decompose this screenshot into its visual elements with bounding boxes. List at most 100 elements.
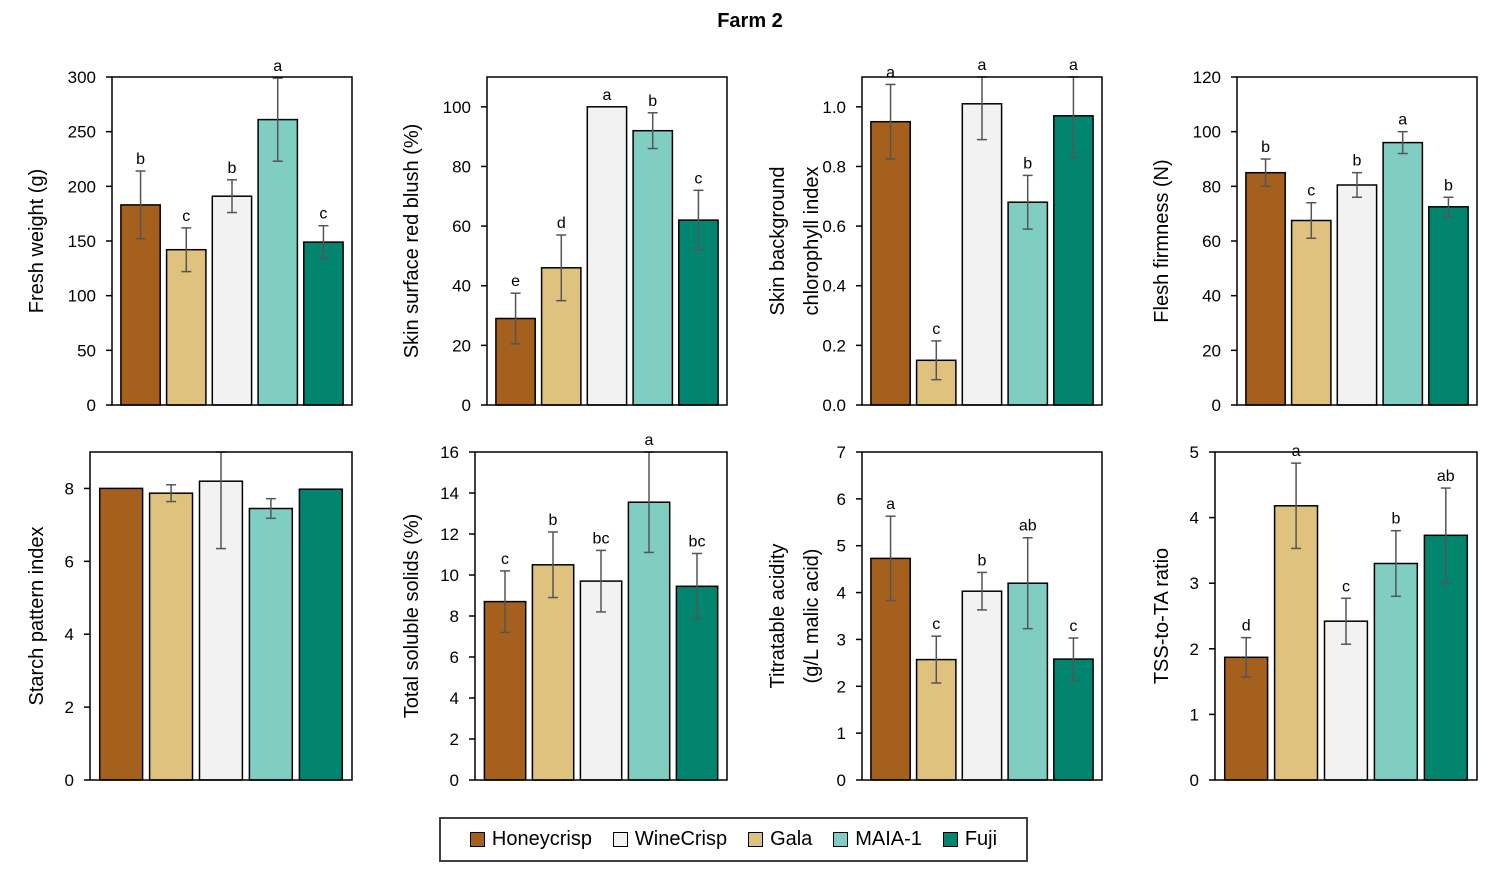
y-tick-label: 100 [1193, 123, 1221, 142]
y-axis-title: TSS-to-TA ratio [1151, 548, 1173, 684]
bar-fuji [303, 241, 344, 406]
figure-title: Farm 2 [717, 10, 783, 32]
legend-item-winecrisp: WineCrisp [612, 828, 727, 851]
error-bar-fuji [318, 224, 329, 260]
error-bar-gala [1291, 462, 1302, 550]
bar-honeycrisp [1223, 656, 1269, 781]
y-tick-label: 4 [837, 584, 846, 603]
significance-letter: c [932, 616, 940, 633]
y-tick-label: 0.4 [822, 277, 846, 296]
y-tick-label: 60 [452, 217, 471, 236]
y-tick-label: 120 [1193, 68, 1221, 87]
legend-swatch [942, 832, 958, 847]
y-tick-label: 6 [65, 552, 74, 571]
y-tick-label: 8 [65, 479, 74, 498]
bar-winecrisp [961, 103, 1003, 406]
bar-maia-1 [257, 118, 299, 406]
significance-letter: c [319, 206, 327, 223]
error-bar-winecrisp [1341, 597, 1351, 645]
y-tick-label: 0.0 [822, 396, 846, 415]
significance-letter: b [136, 151, 145, 168]
significance-letter: b [1353, 153, 1362, 170]
bar-maia-1 [1007, 201, 1049, 406]
error-bar-honeycrisp [510, 292, 521, 345]
significance-letter: c [1069, 618, 1077, 635]
bar-winecrisp [586, 106, 628, 406]
y-tick-label: 14 [440, 484, 459, 503]
legend-label: Honeycrisp [491, 828, 592, 850]
error-bar-maia-1 [647, 112, 658, 150]
significance-letter: ab [1019, 518, 1037, 535]
y-tick-label: 2 [1190, 640, 1199, 659]
significance-letter: a [645, 432, 654, 449]
significance-letter: a [603, 87, 612, 104]
error-bar-honeycrisp [885, 83, 896, 160]
y-axis-title: Fresh weight (g) [26, 169, 48, 314]
significance-letter: b [549, 512, 558, 529]
y-tick-label: 10 [440, 566, 459, 585]
y-tick-label: 0 [1212, 396, 1221, 415]
y-tick-label: 100 [68, 287, 96, 306]
y-tick-label: 40 [1202, 287, 1221, 306]
legend-swatch [469, 832, 485, 847]
y-tick-label: 5 [1190, 443, 1199, 462]
bar-honeycrisp [120, 204, 161, 406]
bar-winecrisp [1323, 620, 1369, 781]
bar-winecrisp [579, 580, 623, 781]
y-axis-title: chlorophyll index [801, 167, 823, 316]
chart-panel-3: a c a b a 0.0 0.2 0.4 0.6 0.8 1.0 Skin background ch… [767, 57, 1103, 415]
significance-letter: c [501, 551, 509, 568]
bar-winecrisp [1336, 184, 1378, 406]
y-tick-label: 0 [87, 396, 96, 415]
legend-item-gala: Gala [748, 828, 812, 851]
error-bar-honeycrisp [135, 170, 146, 240]
error-bar-honeycrisp [1241, 636, 1252, 678]
plot-frame [486, 76, 728, 406]
legend-label: Fuji [964, 828, 998, 850]
significance-letter: d [557, 215, 566, 232]
y-axis-title: Total soluble solids (%) [401, 514, 423, 719]
bar-gala [165, 248, 207, 406]
legend-item-honeycrisp: Honeycrisp [469, 828, 592, 851]
legend-label: MAIA-1 [855, 828, 922, 850]
bar-winecrisp [961, 590, 1003, 781]
bar-honeycrisp [870, 120, 911, 406]
error-bar-gala [181, 227, 192, 273]
y-axis-title: Titratable acidity [767, 544, 789, 689]
bar-fuji [1428, 206, 1469, 406]
error-bar-winecrisp [977, 571, 987, 611]
bar-gala [1290, 219, 1332, 406]
y-tick-label: 7 [837, 443, 846, 462]
error-bar-gala [931, 635, 942, 684]
significance-letter: c [932, 321, 940, 338]
chart-panel-6: c b bc a bc 0 2 4 6 8 10 12 14 16 Total soluble solids… [401, 432, 728, 790]
significance-letter: a [978, 57, 987, 74]
bar-honeycrisp [98, 487, 144, 781]
y-tick-label: 2 [450, 730, 459, 749]
significance-letter: a [273, 58, 282, 75]
significance-letter: ab [1437, 468, 1455, 485]
error-bar-honeycrisp [1260, 158, 1271, 188]
error-bar-maia-1 [1390, 529, 1401, 598]
plot-frame [861, 76, 1103, 406]
bar-fuji [1053, 115, 1094, 406]
error-bar-gala [556, 234, 567, 302]
bar-gala [1273, 505, 1319, 781]
error-bar-maia-1 [1022, 174, 1033, 230]
y-tick-label: 20 [452, 336, 471, 355]
plot-frame [89, 451, 353, 781]
significance-letter: a [1069, 57, 1078, 74]
chart-panel-2: e d a b c 0 20 40 60 80 100 Skin surface red blush … [401, 76, 728, 415]
y-tick-label: 250 [68, 123, 96, 142]
y-tick-label: 0 [450, 771, 459, 790]
y-tick-label: 3 [1190, 574, 1199, 593]
y-tick-label: 4 [450, 689, 459, 708]
significance-letter: c [182, 208, 190, 225]
legend-swatch [833, 832, 849, 847]
legend-swatch [612, 832, 628, 847]
y-axis-title: (g/L malic acid) [801, 549, 823, 684]
bar-maia-1 [632, 129, 674, 406]
y-tick-label: 1 [837, 724, 846, 743]
significance-letter: c [694, 170, 702, 187]
y-tick-label: 6 [450, 648, 459, 667]
